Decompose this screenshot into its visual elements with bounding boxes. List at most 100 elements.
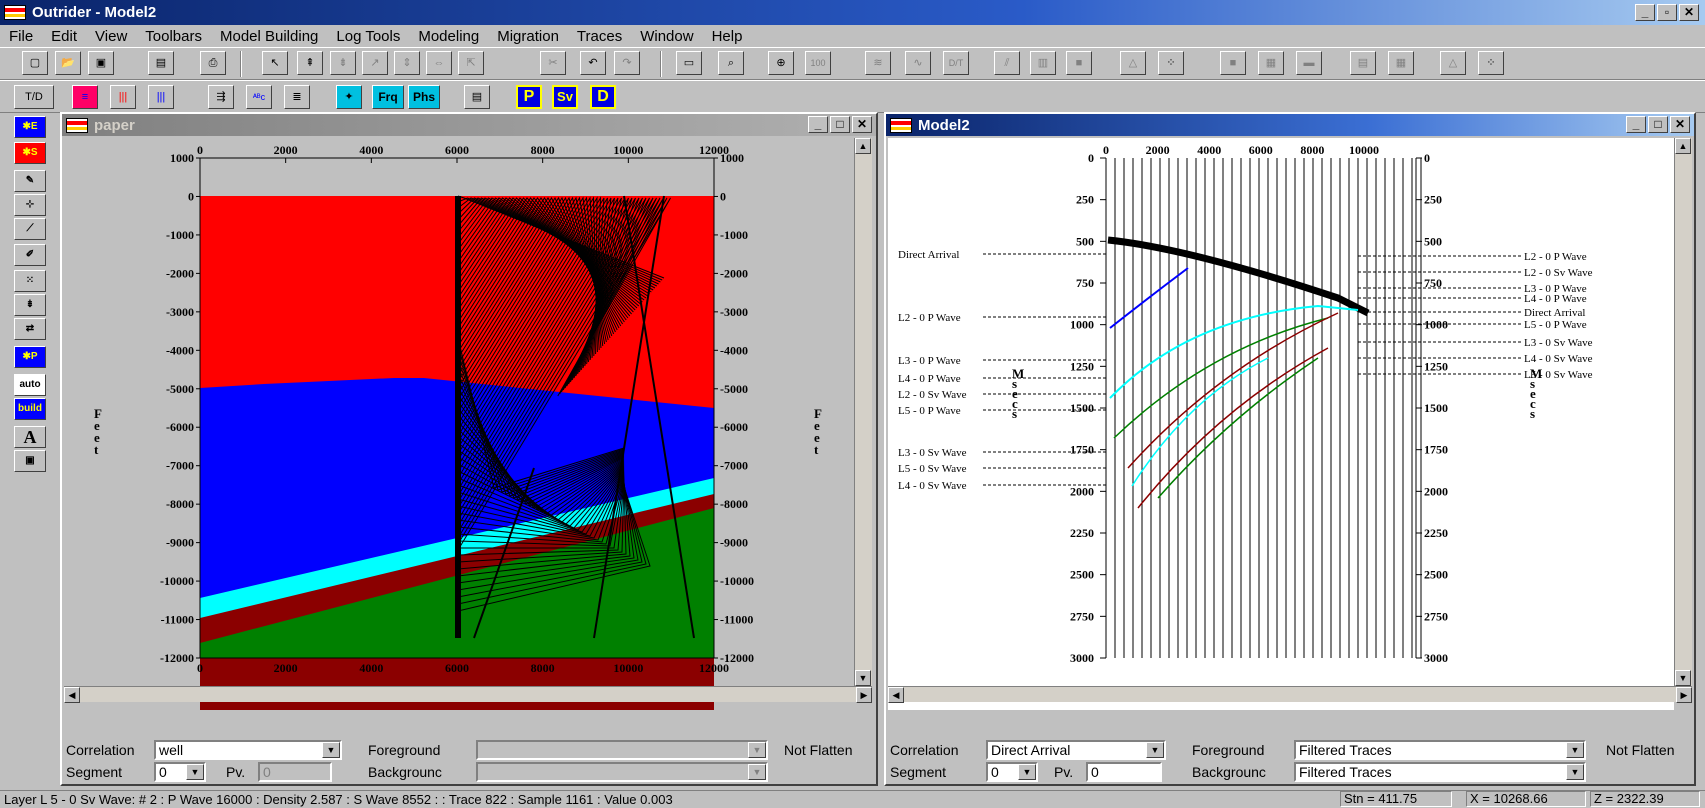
zoom-fit-icon[interactable]: ⊕ xyxy=(768,51,794,75)
scatter-icon[interactable]: ⁘ xyxy=(1158,51,1184,75)
text-lines-icon[interactable]: ≣ xyxy=(284,85,310,109)
wiggle-icon[interactable]: ⫽ xyxy=(994,51,1020,75)
tool-icon-b[interactable]: ↗ xyxy=(362,51,388,75)
horizon-colors-icon[interactable]: ≡ xyxy=(72,85,98,109)
print-icon[interactable]: ⎙ xyxy=(200,51,226,75)
tool-icon-a[interactable]: ⇟ xyxy=(330,51,356,75)
frequency-button[interactable]: Frq xyxy=(372,85,404,109)
seismic-canvas[interactable]: 0 2000 4000 6000 8000 10000 0 0 250 250 500 500 750 7… xyxy=(888,138,1674,710)
scroll-down-icon[interactable]: ▼ xyxy=(1675,670,1691,686)
chevron-down-icon[interactable]: ▼ xyxy=(1146,742,1164,758)
abc-label-icon[interactable]: ᴬᴮc xyxy=(246,85,272,109)
paper-horizontal-scrollbar[interactable]: ◀ ▶ xyxy=(64,686,872,703)
fault-tool-icon[interactable]: ⟋ xyxy=(14,218,46,240)
zoom-100-icon[interactable]: 100 xyxy=(805,51,831,75)
panel-icon[interactable]: ▬ xyxy=(1296,51,1322,75)
grid-icon[interactable]: ▦ xyxy=(1258,51,1284,75)
scroll-up-icon[interactable]: ▲ xyxy=(1675,138,1691,154)
chevron-down-icon[interactable]: ▼ xyxy=(1566,764,1584,780)
model2-horizontal-scrollbar[interactable]: ◀ ▶ xyxy=(888,686,1692,703)
chevron-down-icon[interactable]: ▼ xyxy=(1566,742,1584,758)
model2-close-button[interactable]: ✕ xyxy=(1670,116,1690,133)
close-button[interactable]: ✕ xyxy=(1679,4,1699,21)
menu-file[interactable]: File xyxy=(9,27,34,45)
menu-toolbars[interactable]: Toolbars xyxy=(145,27,202,45)
tool-icon-d[interactable]: ⇔ xyxy=(426,51,452,75)
source-icon[interactable]: ✦ xyxy=(336,85,362,109)
scroll-left-icon[interactable]: ◀ xyxy=(64,687,80,703)
model2-minimize-button[interactable]: _ xyxy=(1626,116,1646,133)
paper-minimize-button[interactable]: _ xyxy=(808,116,828,133)
background-select[interactable]: ▼ xyxy=(476,762,768,782)
open-folder-icon[interactable]: 📂 xyxy=(55,51,81,75)
minimize-button[interactable]: _ xyxy=(1635,4,1655,21)
menu-edit[interactable]: Edit xyxy=(51,27,78,45)
menu-migration[interactable]: Migration xyxy=(497,27,559,45)
window-icon[interactable]: ▭ xyxy=(676,51,702,75)
scroll-right-icon[interactable]: ▶ xyxy=(1676,687,1692,703)
block-icon[interactable]: ■ xyxy=(1220,51,1246,75)
new-model-icon[interactable]: ✱E xyxy=(14,116,46,138)
chevron-down-icon[interactable]: ▼ xyxy=(322,742,340,758)
pv-input[interactable]: 0 xyxy=(1086,762,1162,782)
restore-button[interactable]: ▫ xyxy=(1657,4,1677,21)
build-button[interactable]: build xyxy=(14,398,46,420)
model2-vertical-scrollbar[interactable]: ▲ ▼ xyxy=(1674,138,1692,686)
faults-icon[interactable]: ||| xyxy=(148,85,174,109)
menu-modeling[interactable]: Modeling xyxy=(418,27,480,45)
paper-vertical-scrollbar[interactable]: ▲ ▼ xyxy=(854,138,872,686)
chevron-down-icon[interactable]: ▼ xyxy=(1018,764,1036,780)
scroll-down-icon[interactable]: ▼ xyxy=(855,670,871,686)
p-wave-button[interactable]: P xyxy=(516,85,542,109)
print-preview-icon[interactable]: ▤ xyxy=(148,51,174,75)
tool-icon-e[interactable]: ⇱ xyxy=(458,51,484,75)
chevron-down-icon[interactable]: ▼ xyxy=(748,742,766,758)
cut-icon[interactable]: ✂ xyxy=(540,51,566,75)
new-file-icon[interactable]: ▢ xyxy=(22,51,48,75)
menu-log-tools[interactable]: Log Tools xyxy=(336,27,401,45)
time-depth-button[interactable]: T/D xyxy=(14,85,54,109)
sv-wave-button[interactable]: Sv xyxy=(552,85,578,109)
correlation-select[interactable]: Direct Arrival ▼ xyxy=(986,740,1166,760)
wavelet-icon[interactable]: ≋ xyxy=(865,51,891,75)
fill-icon[interactable]: ■ xyxy=(1066,51,1092,75)
segment-select[interactable]: 0 ▼ xyxy=(986,762,1038,782)
scatter2-icon[interactable]: ⁘ xyxy=(1478,51,1504,75)
split-icon[interactable]: ▤ xyxy=(1350,51,1376,75)
phase-button[interactable]: Phs xyxy=(408,85,440,109)
tool-icon-c[interactable]: ⇕ xyxy=(394,51,420,75)
zoom-icon[interactable]: ⌕ xyxy=(718,51,744,75)
paper-close-button[interactable]: ✕ xyxy=(852,116,872,133)
menu-view[interactable]: View xyxy=(95,27,128,45)
chevron-down-icon[interactable]: ▼ xyxy=(748,764,766,780)
depth-model-svg[interactable]: 0020002000400040006000600080008000100001… xyxy=(64,138,856,808)
undo-icon[interactable]: ↶ xyxy=(580,51,606,75)
select-points-icon[interactable]: ⇞ xyxy=(297,51,323,75)
select-arrow-icon[interactable]: ↖ xyxy=(262,51,288,75)
layer-tool-icon[interactable]: ⇟ xyxy=(14,294,46,316)
new-survey-icon[interactable]: ✱S xyxy=(14,142,46,164)
image-tool-icon[interactable]: ▣ xyxy=(14,450,46,472)
scatter-tool-icon[interactable]: ⁙ xyxy=(14,270,46,292)
segment-select[interactable]: 0 ▼ xyxy=(154,762,206,782)
save-icon[interactable]: ▣ xyxy=(88,51,114,75)
chevron-down-icon[interactable]: ▼ xyxy=(186,764,204,780)
menu-window[interactable]: Window xyxy=(640,27,694,45)
depth-model-canvas[interactable]: 0 0 2000 2000 4000 4000 6000 6000 8000 8000 10000 1… xyxy=(64,138,856,808)
triangle2-icon[interactable]: △ xyxy=(1440,51,1466,75)
scroll-right-icon[interactable]: ▶ xyxy=(856,687,872,703)
draw-tool-icon[interactable]: ✐ xyxy=(14,244,46,266)
swap-tool-icon[interactable]: ⇄ xyxy=(14,318,46,340)
wells-icon[interactable]: ||| xyxy=(110,85,136,109)
foreground-select[interactable]: ▼ xyxy=(476,740,768,760)
trace-icon[interactable]: ∿ xyxy=(905,51,931,75)
dt-icon[interactable]: D/T xyxy=(943,51,969,75)
table-icon[interactable]: ▦ xyxy=(1388,51,1414,75)
auto-button[interactable]: auto xyxy=(14,374,46,396)
report-icon[interactable]: ▤ xyxy=(464,85,490,109)
edit-pencil-icon[interactable]: ✎ xyxy=(14,170,46,192)
background-select[interactable]: Filtered Traces ▼ xyxy=(1294,762,1586,782)
add-points-icon[interactable]: ⊹ xyxy=(14,194,46,216)
foreground-select[interactable]: Filtered Traces ▼ xyxy=(1294,740,1586,760)
text-tool-icon[interactable]: A xyxy=(14,426,46,448)
